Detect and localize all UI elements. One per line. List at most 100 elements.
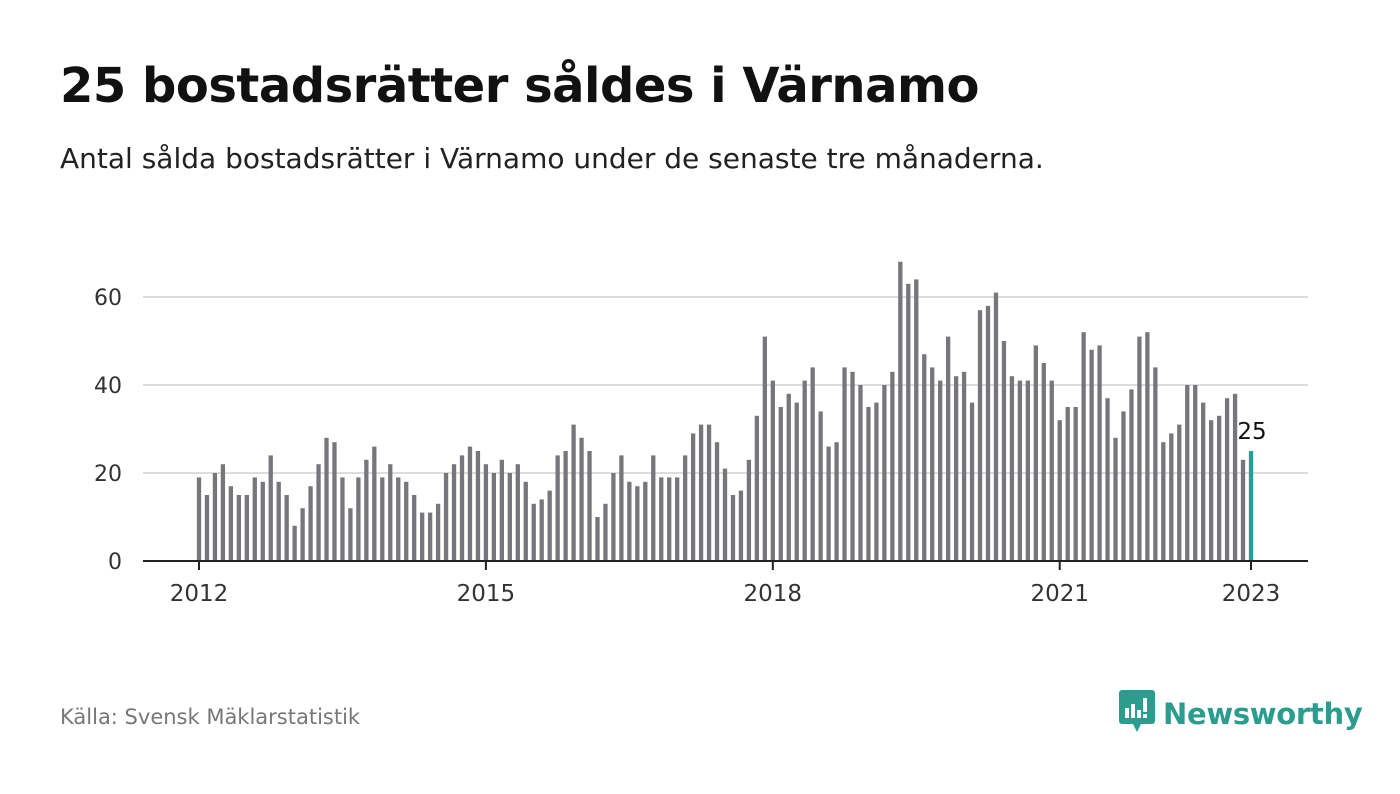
- bar: [659, 477, 664, 561]
- bar: [1049, 380, 1054, 561]
- bar: [738, 490, 744, 561]
- bar: [667, 477, 672, 561]
- bar: [364, 459, 369, 561]
- bar: [1161, 442, 1166, 561]
- bar: [467, 446, 473, 561]
- bar: [762, 336, 767, 561]
- bar: [953, 376, 959, 561]
- chart-subtitle: Antal sålda bostadsrätter i Värnamo unde…: [60, 142, 1044, 175]
- bar: [499, 459, 504, 561]
- bar: [563, 451, 568, 561]
- bar: [1232, 393, 1238, 561]
- bar: [244, 495, 249, 561]
- bar: [1240, 459, 1246, 561]
- bar: [802, 380, 807, 561]
- bar-highlight: [1248, 451, 1254, 561]
- bar: [1033, 345, 1038, 561]
- bar: [922, 354, 927, 561]
- source-note: Källa: Svensk Mäklarstatistik: [60, 705, 361, 729]
- bar: [404, 481, 409, 561]
- bar: [722, 468, 728, 561]
- bar: [635, 486, 640, 561]
- bar: [1065, 407, 1070, 561]
- bar: [228, 486, 234, 561]
- bar: [276, 481, 281, 561]
- bar: [260, 481, 265, 561]
- bar: [252, 477, 257, 561]
- bar: [1009, 376, 1015, 561]
- bar: [818, 411, 823, 561]
- bar: [443, 473, 449, 561]
- bar: [754, 415, 760, 561]
- bar: [778, 407, 783, 561]
- bar: [643, 481, 648, 561]
- bar: [834, 442, 839, 561]
- bar: [930, 367, 935, 561]
- newsworthy-logo-icon: [1119, 690, 1155, 738]
- bar: [1137, 336, 1142, 561]
- bar: [906, 283, 911, 561]
- bar: [1153, 367, 1158, 561]
- x-tick-label: 2023: [1222, 581, 1281, 607]
- bar: [1177, 424, 1182, 561]
- bar: [1073, 407, 1078, 561]
- bar: [1224, 398, 1230, 561]
- bar: [651, 455, 656, 561]
- bar: [340, 477, 345, 561]
- bar: [914, 279, 919, 561]
- bar: [842, 367, 847, 561]
- bar: [412, 495, 417, 561]
- x-tick-label: 2012: [170, 581, 229, 607]
- bar: [356, 477, 361, 561]
- bar: [204, 495, 210, 561]
- bar: [1216, 415, 1222, 561]
- data-label-latest: 25: [1237, 419, 1266, 445]
- bar: [946, 336, 951, 561]
- bar: [1105, 398, 1110, 561]
- bar: [475, 451, 481, 561]
- bar: [372, 446, 377, 561]
- bar: [396, 477, 401, 561]
- bar: [866, 407, 871, 561]
- bar: [603, 503, 608, 561]
- y-tick-label: 20: [94, 462, 122, 487]
- bar: [898, 261, 903, 561]
- bar: [938, 380, 943, 561]
- bar: [571, 424, 576, 561]
- bar: [380, 477, 385, 561]
- bar: [977, 310, 983, 561]
- bar: [268, 455, 273, 561]
- bar: [770, 380, 775, 561]
- bar: [547, 490, 552, 561]
- bar: [714, 442, 720, 561]
- bar: [316, 464, 321, 561]
- bar: [1113, 437, 1118, 561]
- bar: [491, 473, 497, 561]
- y-tick-label: 0: [108, 550, 122, 575]
- bar: [882, 385, 887, 561]
- bar: [890, 371, 895, 561]
- bar: [348, 508, 353, 561]
- bar: [483, 464, 489, 561]
- bar: [850, 371, 855, 561]
- bar: [324, 437, 329, 561]
- x-tick-label: 2015: [457, 581, 516, 607]
- bar: [810, 367, 815, 561]
- bar: [683, 455, 688, 561]
- bar: [675, 477, 680, 561]
- bar: [1017, 380, 1023, 561]
- bar: [961, 371, 967, 561]
- brand-logo[interactable]: Newsworthy: [1119, 690, 1363, 738]
- bar: [427, 512, 433, 561]
- bar: [1025, 380, 1030, 561]
- bar: [1081, 332, 1086, 561]
- bar: [300, 508, 305, 561]
- bar: [1209, 420, 1214, 561]
- bar: [220, 464, 226, 561]
- bar: [698, 424, 704, 561]
- bar: [1129, 389, 1134, 561]
- bar: [1193, 385, 1198, 561]
- bar: [1121, 411, 1126, 561]
- bar: [874, 402, 879, 561]
- bar: [523, 481, 528, 561]
